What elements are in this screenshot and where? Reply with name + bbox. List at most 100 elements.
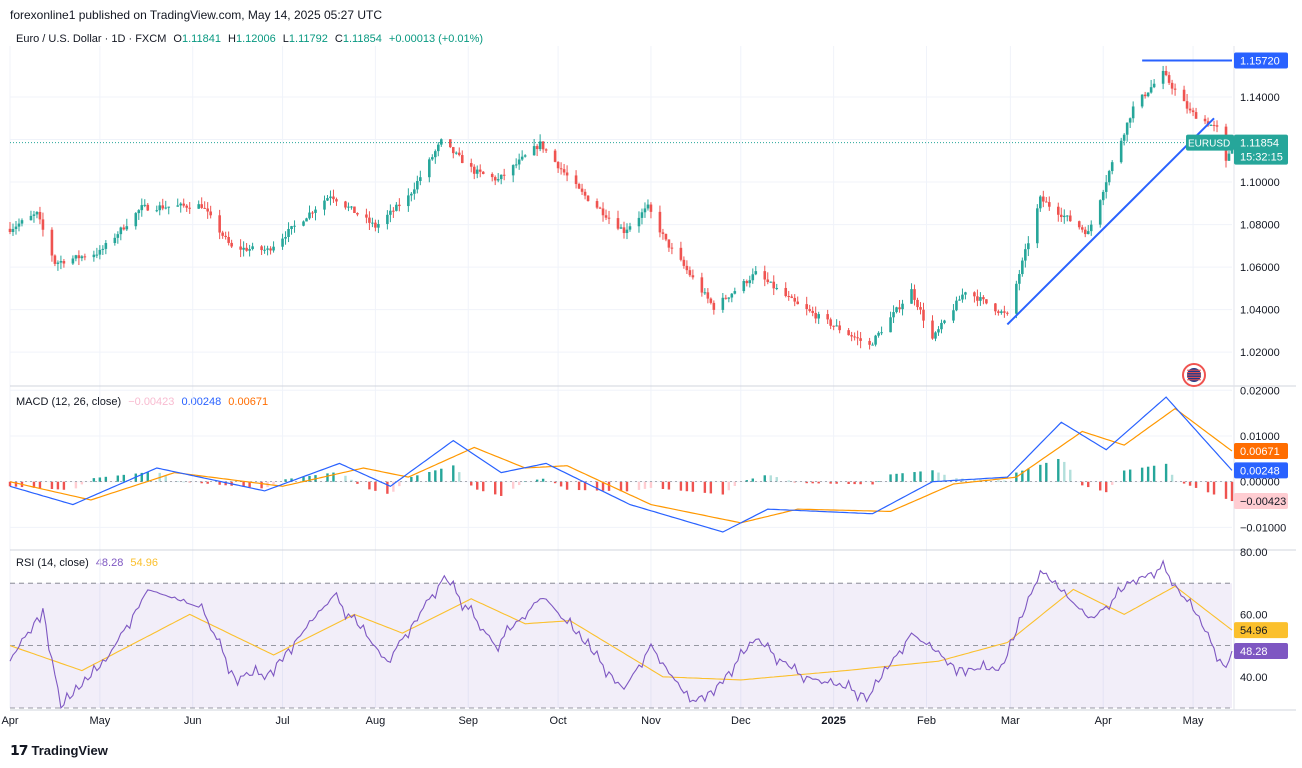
candle-body — [35, 211, 39, 215]
macd-histogram-bar — [583, 481, 587, 491]
candle-body — [577, 184, 581, 189]
last-price-tag: 1.11854 — [1240, 138, 1279, 150]
macd-histogram-bar — [973, 479, 976, 482]
candle-body — [502, 174, 506, 176]
candle-body — [871, 344, 874, 346]
macd-histogram-bar — [499, 481, 503, 496]
candle-body — [868, 340, 871, 345]
candle-body — [556, 161, 560, 169]
candle-body — [311, 212, 314, 214]
candle-body — [1101, 191, 1105, 201]
macd-histogram-bar — [440, 468, 443, 482]
candle-body — [1173, 88, 1177, 90]
candle-body — [895, 307, 898, 313]
candle-body — [1024, 249, 1027, 261]
candle-body — [1152, 83, 1156, 88]
candle-body — [817, 314, 820, 319]
macd-histogram-bar — [452, 465, 455, 482]
candle-body — [20, 220, 24, 224]
candle-body — [365, 214, 368, 218]
candle-body — [350, 206, 353, 208]
candle-body — [766, 279, 770, 283]
candle-body — [1077, 221, 1081, 228]
macd-histogram-bar — [913, 472, 916, 482]
candle-body — [838, 325, 841, 331]
macd-histogram-bar — [1206, 481, 1210, 493]
candle-body — [1080, 227, 1084, 230]
candle-body — [269, 248, 272, 251]
candle-body — [290, 226, 293, 230]
macd-signal-line — [9, 407, 1233, 524]
candle-body — [251, 246, 254, 250]
macd-histogram-bar — [14, 481, 18, 487]
change-value: +0.00013 (+0.01%) — [388, 33, 484, 45]
candle-body — [230, 242, 233, 247]
macd-histogram-bar — [595, 481, 599, 491]
macd-histogram-bar — [1146, 466, 1150, 482]
macd-histogram-bar — [146, 472, 149, 482]
candle-body — [709, 298, 713, 303]
candle-body — [38, 211, 42, 220]
candle-body — [658, 211, 662, 233]
low-value: 1.11792 — [288, 33, 328, 45]
candle-body — [437, 144, 440, 152]
candle-body — [454, 152, 458, 154]
candle-body — [1128, 118, 1132, 123]
candle-body — [1188, 108, 1192, 111]
macd-histogram-bar — [332, 472, 335, 482]
candle-body — [562, 169, 566, 173]
candle-body — [913, 289, 916, 300]
candle-body — [985, 299, 988, 304]
candle-body — [583, 191, 587, 196]
candle-body — [1062, 215, 1066, 218]
candle-body — [1089, 224, 1093, 232]
macd-histogram-bar — [931, 470, 934, 482]
candle-body — [805, 304, 808, 310]
macd-histogram-bar — [32, 481, 36, 488]
candle-body — [1143, 94, 1147, 97]
candle-body — [143, 204, 147, 206]
candle-body — [356, 212, 359, 215]
macd-histogram-bar — [703, 481, 707, 493]
macd-histogram-bar — [368, 481, 371, 490]
x-tick-label: Sep — [458, 715, 478, 727]
candle-body — [952, 310, 955, 321]
macd-signal-tag-bg — [1234, 443, 1288, 460]
macd-histogram-bar — [38, 481, 42, 489]
candle-body — [934, 332, 937, 339]
candle-body — [787, 296, 791, 298]
candle-body — [1056, 206, 1060, 215]
macd-histogram-bar — [104, 476, 108, 482]
macd-histogram-bar — [1212, 481, 1216, 495]
candle-body — [71, 258, 75, 264]
macd-histogram-bar — [1003, 480, 1006, 482]
macd-histogram-bar — [326, 473, 329, 482]
candle-body — [544, 149, 548, 151]
candle-body — [1018, 274, 1021, 284]
candle-body — [1086, 231, 1090, 235]
candle-body — [730, 293, 734, 298]
high-value: 1.12006 — [235, 33, 276, 45]
candle-body — [880, 332, 883, 334]
candle-body — [221, 232, 224, 236]
candle-body — [964, 292, 967, 295]
macd-signal-tag: 0.00671 — [1240, 446, 1280, 458]
macd-histogram-bar — [272, 481, 275, 485]
candle-body — [413, 189, 416, 194]
candle-body — [1039, 196, 1042, 209]
candle-body — [490, 173, 494, 178]
macd-histogram-bar — [1045, 462, 1048, 482]
candle-body — [976, 296, 979, 301]
macd-histogram-bar — [721, 481, 725, 495]
price-tick-label: 1.08000 — [1240, 220, 1280, 232]
macd-tick-label: 0.01000 — [1240, 431, 1280, 443]
price-tick-label: 1.04000 — [1240, 305, 1280, 317]
candle-body — [239, 246, 242, 250]
rsi-ma-line — [9, 585, 1233, 681]
macd-histogram-bar — [1039, 464, 1042, 482]
macd-histogram-bar — [853, 481, 856, 485]
candle-body — [134, 213, 138, 227]
candle-body — [431, 157, 434, 160]
macd-line-value: 0.00248 — [181, 396, 222, 408]
